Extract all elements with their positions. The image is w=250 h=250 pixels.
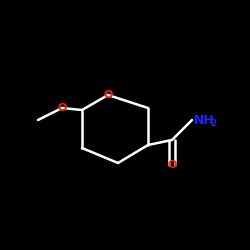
Text: NH: NH [194,114,215,126]
Text: O: O [167,160,177,170]
Text: O: O [103,90,113,100]
Text: 2: 2 [210,120,216,128]
Text: O: O [57,103,67,113]
